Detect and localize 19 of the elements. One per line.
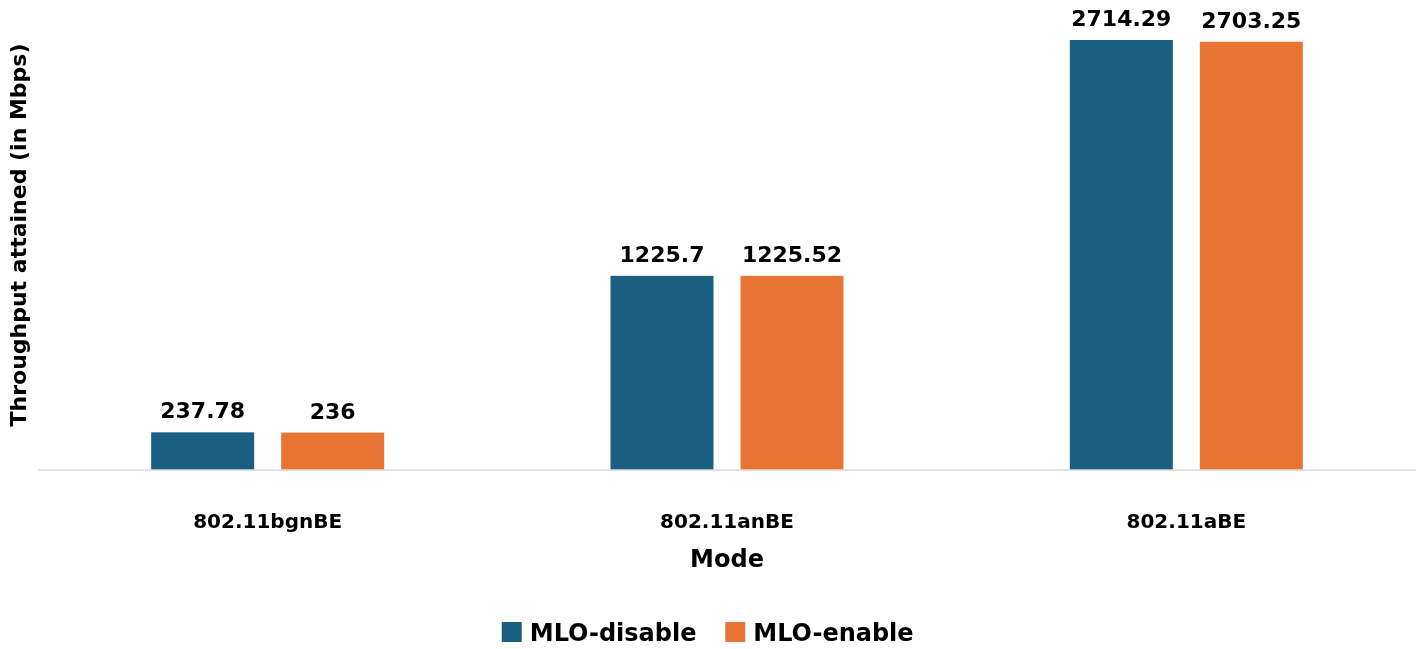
x-tick-label: 802.11aBE (1126, 509, 1247, 533)
bar (1069, 40, 1173, 470)
data-label: 1225.52 (741, 241, 843, 267)
x-tick-label: 802.11bgnBE (193, 509, 343, 533)
bar (151, 432, 255, 470)
bar (740, 275, 844, 470)
data-label: 237.78 (160, 398, 246, 424)
data-label: 2714.29 (1071, 6, 1172, 31)
data-label: 236 (309, 398, 356, 424)
data-label: 1225.7 (619, 241, 705, 267)
bar (281, 432, 385, 470)
bar (610, 275, 714, 470)
legend-label: MLO-enable (753, 619, 914, 647)
x-tick-label: 802.11anBE (660, 509, 794, 533)
bar (1199, 41, 1303, 470)
x-axis-title: Mode (690, 545, 764, 573)
data-label: 2703.25 (1201, 7, 1302, 33)
y-axis-title: Throughput attained (in Mbps) (6, 43, 31, 427)
legend-label: MLO-disable (529, 619, 697, 647)
